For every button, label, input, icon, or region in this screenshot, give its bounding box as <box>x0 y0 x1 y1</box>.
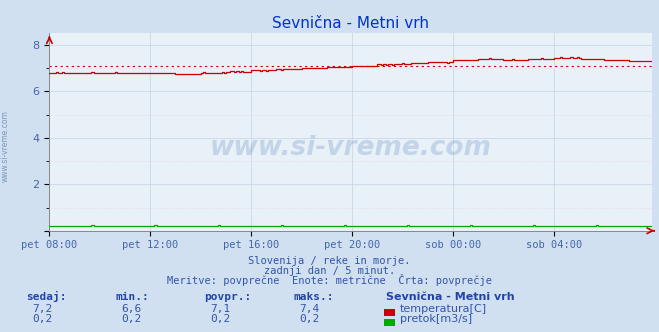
Text: 0,2: 0,2 <box>33 314 53 324</box>
Text: sedaj:: sedaj: <box>26 291 67 302</box>
Text: 0,2: 0,2 <box>211 314 231 324</box>
Text: 7,1: 7,1 <box>211 304 231 314</box>
Text: zadnji dan / 5 minut.: zadnji dan / 5 minut. <box>264 266 395 276</box>
Text: 6,6: 6,6 <box>122 304 142 314</box>
Text: 0,2: 0,2 <box>300 314 320 324</box>
Text: 7,2: 7,2 <box>33 304 53 314</box>
Text: www.si-vreme.com: www.si-vreme.com <box>1 110 10 182</box>
Text: temperatura[C]: temperatura[C] <box>400 304 487 314</box>
Text: Slovenija / reke in morje.: Slovenija / reke in morje. <box>248 256 411 266</box>
Text: pretok[m3/s]: pretok[m3/s] <box>400 314 472 324</box>
Text: 7,4: 7,4 <box>300 304 320 314</box>
Text: www.si-vreme.com: www.si-vreme.com <box>210 135 492 161</box>
Text: maks.:: maks.: <box>293 292 333 302</box>
Text: povpr.:: povpr.: <box>204 292 252 302</box>
Title: Sevnična - Metni vrh: Sevnična - Metni vrh <box>272 16 430 31</box>
Text: Meritve: povprečne  Enote: metrične  Črta: povprečje: Meritve: povprečne Enote: metrične Črta:… <box>167 274 492 286</box>
Text: Sevnična - Metni vrh: Sevnična - Metni vrh <box>386 292 514 302</box>
Text: 0,2: 0,2 <box>122 314 142 324</box>
Text: min.:: min.: <box>115 292 149 302</box>
